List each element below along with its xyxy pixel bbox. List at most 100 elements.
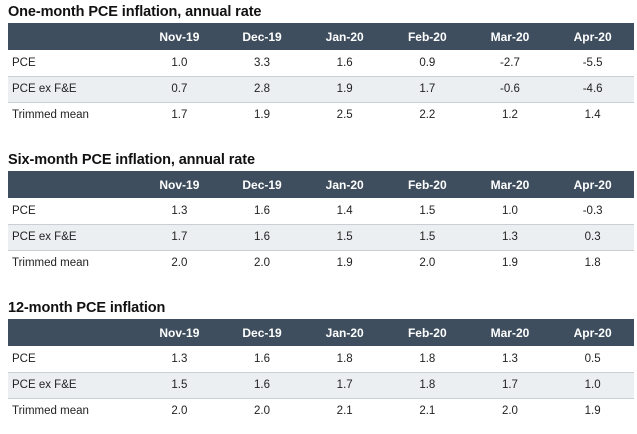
value-cell-nov-19: 1.3 xyxy=(171,352,188,365)
column-header-dec-19: Dec-19 xyxy=(242,29,282,44)
value-cell-feb-20: 2.0 xyxy=(419,257,436,270)
value-cell-apr-20: 1.9 xyxy=(584,405,601,418)
value-cell-jan-20: 1.9 xyxy=(336,257,353,270)
value-cell-mar-20: 1.7 xyxy=(501,379,518,391)
column-header-dec-19: Dec-19 xyxy=(242,325,282,340)
table-row-pce: PCE 1.3 1.6 1.4 1.5 1.0 -0.3 xyxy=(8,198,634,224)
table-header-row: Nov-19 Dec-19 Jan-20 Feb-20 Mar-20 Apr-20 xyxy=(8,319,634,346)
value-cell-mar-20: 2.0 xyxy=(501,405,518,418)
value-cell-mar-20: 1.3 xyxy=(501,352,518,365)
table-section-1: One-month PCE inflation, annual rate Nov-… xyxy=(8,1,634,128)
value-cell-jan-20: 2.1 xyxy=(336,405,353,418)
header-blank-cell xyxy=(8,23,138,50)
value-cell-dec-19: 1.9 xyxy=(254,109,271,122)
value-cell-apr-20: -4.6 xyxy=(582,83,603,95)
value-cell-nov-19: 1.3 xyxy=(171,204,188,217)
value-cell-nov-19: 2.0 xyxy=(171,257,188,270)
value-cell-jan-20: 1.5 xyxy=(336,231,353,243)
column-header-feb-20: Feb-20 xyxy=(407,29,447,44)
table-header-row: Nov-19 Dec-19 Jan-20 Feb-20 Mar-20 Apr-20 xyxy=(8,171,634,198)
column-header-jan-20: Jan-20 xyxy=(325,325,364,340)
table-row-trimmed-mean: Trimmed mean 1.7 1.9 2.5 2.2 1.2 1.4 xyxy=(8,102,634,128)
table-row-pce: PCE 1.0 3.3 1.6 0.9 -2.7 -5.5 xyxy=(8,50,634,76)
value-cell-jan-20: 1.6 xyxy=(336,56,353,69)
section-title: 12-month PCE inflation xyxy=(8,300,166,316)
value-cell-dec-19: 3.3 xyxy=(254,56,271,69)
row-label: Trimmed mean xyxy=(12,109,89,122)
value-cell-nov-19: 1.7 xyxy=(171,231,188,243)
inflation-table: Nov-19 Dec-19 Jan-20 Feb-20 Mar-20 Apr-20 PCE 1… xyxy=(8,171,634,276)
row-label: PCE ex F&E xyxy=(12,83,77,95)
row-label: PCE ex F&E xyxy=(12,231,77,243)
column-header-mar-20: Mar-20 xyxy=(490,325,530,340)
value-cell-apr-20: 1.8 xyxy=(584,257,601,270)
value-cell-mar-20: -0.6 xyxy=(500,83,520,95)
section-title: One-month PCE inflation, annual rate xyxy=(8,4,262,20)
row-label: PCE ex F&E xyxy=(12,379,77,391)
value-cell-apr-20: -0.3 xyxy=(582,204,603,217)
table-section-2: Six-month PCE inflation, annual rate Nov-… xyxy=(8,149,634,276)
column-header-apr-20: Apr-20 xyxy=(573,29,612,44)
section-title: Six-month PCE inflation, annual rate xyxy=(8,152,255,168)
column-header-apr-20: Apr-20 xyxy=(573,177,612,192)
value-cell-dec-19: 1.6 xyxy=(254,352,271,365)
value-cell-jan-20: 1.7 xyxy=(336,379,353,391)
value-cell-mar-20: -2.7 xyxy=(500,56,520,69)
inflation-table: Nov-19 Dec-19 Jan-20 Feb-20 Mar-20 Apr-20 PCE 1… xyxy=(8,23,634,128)
table-header-row: Nov-19 Dec-19 Jan-20 Feb-20 Mar-20 Apr-20 xyxy=(8,23,634,50)
value-cell-dec-19: 1.6 xyxy=(254,204,271,217)
value-cell-feb-20: 2.1 xyxy=(419,405,436,418)
column-header-nov-19: Nov-19 xyxy=(159,177,200,192)
row-label: PCE xyxy=(12,56,36,69)
value-cell-nov-19: 1.5 xyxy=(171,379,188,391)
value-cell-mar-20: 1.3 xyxy=(501,231,518,243)
column-header-feb-20: Feb-20 xyxy=(407,177,447,192)
header-blank-cell xyxy=(8,171,138,198)
value-cell-dec-19: 2.0 xyxy=(254,257,271,270)
column-header-feb-20: Feb-20 xyxy=(407,325,447,340)
value-cell-apr-20: 1.0 xyxy=(584,379,601,391)
column-header-mar-20: Mar-20 xyxy=(490,29,530,44)
column-header-mar-20: Mar-20 xyxy=(490,177,530,192)
column-header-nov-19: Nov-19 xyxy=(159,29,200,44)
row-label: Trimmed mean xyxy=(12,405,89,418)
value-cell-feb-20: 1.8 xyxy=(419,379,436,391)
inflation-table: Nov-19 Dec-19 Jan-20 Feb-20 Mar-20 Apr-20 PCE 1… xyxy=(8,319,634,424)
value-cell-feb-20: 1.5 xyxy=(419,204,436,217)
value-cell-apr-20: 1.4 xyxy=(584,109,601,122)
value-cell-dec-19: 2.8 xyxy=(254,83,271,95)
value-cell-mar-20: 1.9 xyxy=(501,257,518,270)
value-cell-apr-20: -5.5 xyxy=(582,56,603,69)
table-row-trimmed-mean: Trimmed mean 2.0 2.0 1.9 2.0 1.9 1.8 xyxy=(8,250,634,276)
value-cell-nov-19: 0.7 xyxy=(171,83,188,95)
value-cell-feb-20: 1.7 xyxy=(419,83,436,95)
row-label: PCE xyxy=(12,352,36,365)
value-cell-mar-20: 1.0 xyxy=(501,204,518,217)
value-cell-nov-19: 1.7 xyxy=(171,109,188,122)
value-cell-feb-20: 2.2 xyxy=(419,109,436,122)
column-header-jan-20: Jan-20 xyxy=(325,29,364,44)
table-row-trimmed-mean: Trimmed mean 2.0 2.0 2.1 2.1 2.0 1.9 xyxy=(8,398,634,424)
value-cell-feb-20: 1.5 xyxy=(419,231,436,243)
column-header-dec-19: Dec-19 xyxy=(242,177,282,192)
table-row-pce-ex-f-e: PCE ex F&E 1.7 1.6 1.5 1.5 1.3 0.3 xyxy=(8,224,634,250)
value-cell-dec-19: 1.6 xyxy=(254,379,271,391)
column-header-nov-19: Nov-19 xyxy=(159,325,200,340)
row-label: Trimmed mean xyxy=(12,257,89,270)
value-cell-nov-19: 2.0 xyxy=(171,405,188,418)
table-section-3: 12-month PCE inflation Nov-19 Dec-19 Jan-20… xyxy=(8,297,634,424)
value-cell-feb-20: 1.8 xyxy=(419,352,436,365)
value-cell-feb-20: 0.9 xyxy=(419,56,436,69)
table-row-pce: PCE 1.3 1.6 1.8 1.8 1.3 0.5 xyxy=(8,346,634,372)
value-cell-apr-20: 0.3 xyxy=(584,231,601,243)
value-cell-jan-20: 2.5 xyxy=(336,109,353,122)
value-cell-jan-20: 1.8 xyxy=(336,352,353,365)
value-cell-jan-20: 1.9 xyxy=(336,83,353,95)
value-cell-dec-19: 2.0 xyxy=(254,405,271,418)
column-header-apr-20: Apr-20 xyxy=(573,325,612,340)
table-row-pce-ex-f-e: PCE ex F&E 0.7 2.8 1.9 1.7 -0.6 -4.6 xyxy=(8,76,634,102)
header-blank-cell xyxy=(8,319,138,346)
value-cell-jan-20: 1.4 xyxy=(336,204,353,217)
value-cell-apr-20: 0.5 xyxy=(584,352,601,365)
value-cell-nov-19: 1.0 xyxy=(171,56,188,69)
